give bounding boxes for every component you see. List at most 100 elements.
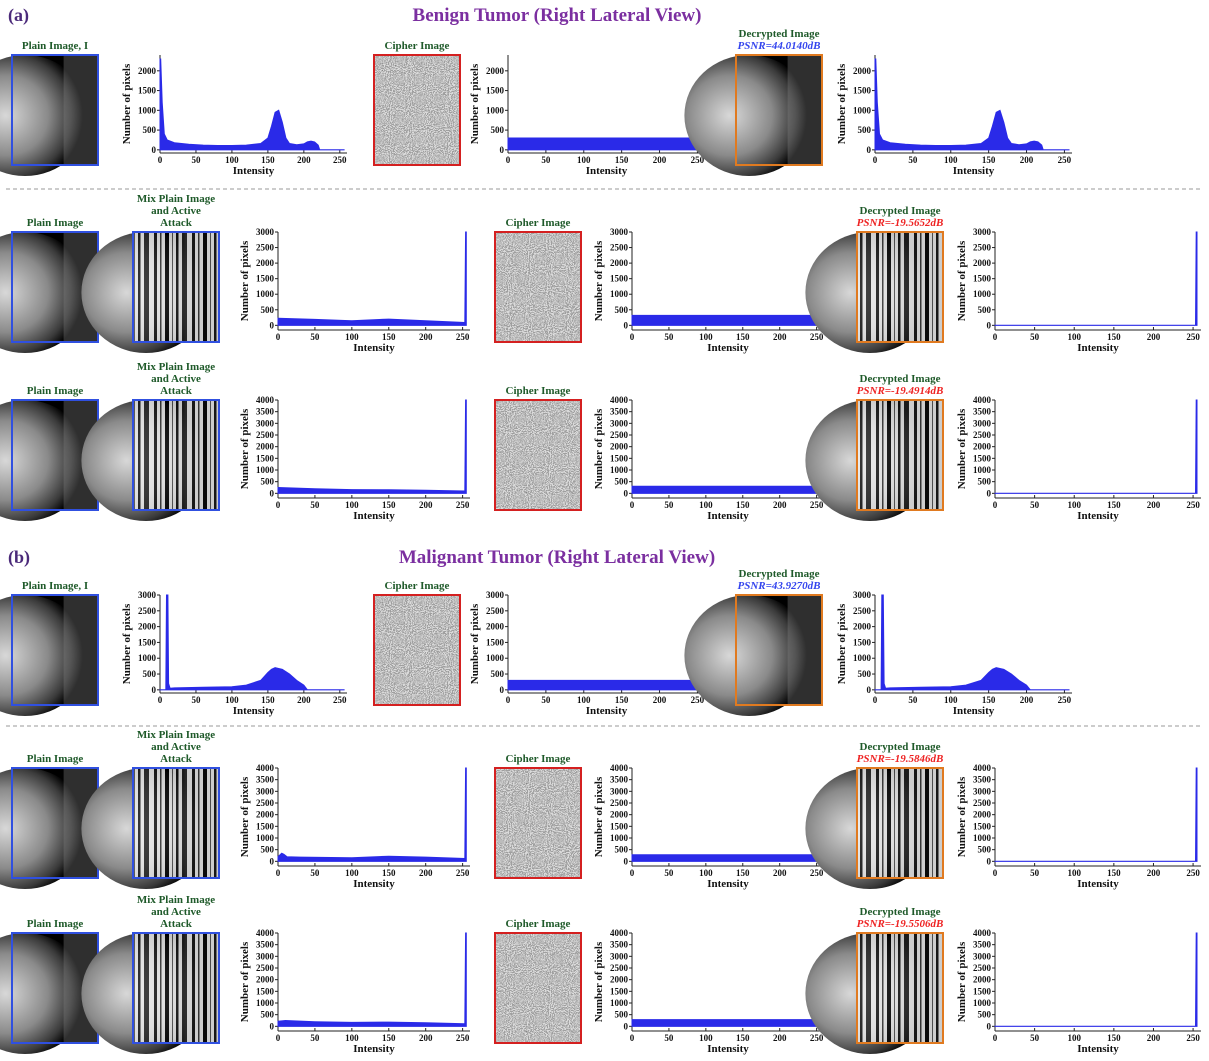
caption: Cipher Image [385,40,450,52]
y-tick-label: 1000 [973,833,992,843]
y-tick-label: 1000 [610,289,629,299]
y-tick-label: 1000 [138,105,157,115]
y-tick-label: 2500 [973,243,992,253]
image-border [494,231,582,343]
image-border [11,54,99,166]
x-tick-label: 250 [333,695,347,705]
y-tick-label: 500 [261,305,275,315]
x-tick-label: 200 [1147,1033,1161,1043]
y-axis-label: Number of pixels [836,603,848,684]
x-tick-label: 200 [773,500,787,510]
psnr: PSNR=-19.5846dB [857,753,944,765]
y-tick-label: 2000 [853,622,872,632]
image-border [856,231,944,343]
y-tick-label: 1000 [853,653,872,663]
y-tick-label: 1500 [256,821,275,831]
y-tick-label: 3000 [973,786,992,796]
y-tick-label: 3000 [256,786,275,796]
y-tick-label: 3000 [973,951,992,961]
y-tick-label: 500 [615,305,629,315]
x-tick-label: 100 [944,155,958,165]
image-border [132,231,220,343]
y-tick-label: 4000 [973,763,992,773]
y-tick-label: 1500 [853,86,872,96]
x-tick-label: 100 [345,500,359,510]
caption: Plain Image, I [22,40,88,52]
attack-stripes [857,232,943,342]
y-tick-label: 3500 [973,940,992,950]
image-border [494,767,582,879]
caption: Attack [160,753,193,765]
y-tick-label: 1500 [610,274,629,284]
caption: Mix Plain Image [137,361,215,373]
psnr: PSNR=43.9270dB [738,580,821,592]
x-tick-label: 150 [382,1033,396,1043]
x-tick-label: 50 [664,1033,674,1043]
y-tick-label: 0 [624,320,629,330]
y-tick-label: 2000 [853,66,872,76]
x-tick-label: 100 [1067,500,1081,510]
y-tick-label: 0 [152,145,157,155]
cipher-noise [495,933,581,1043]
x-tick-label: 0 [158,155,163,165]
y-tick-label: 2500 [610,798,629,808]
image-border [132,932,220,1044]
x-tick-label: 250 [810,1033,824,1043]
y-tick-label: 2500 [256,243,275,253]
x-tick-label: 0 [630,332,635,342]
y-tick-label: 4000 [610,395,629,405]
histogram-area [874,594,1070,691]
y-tick-label: 3000 [973,418,992,428]
caption: Decrypted Image [860,741,941,753]
y-axis-label: Number of pixels [469,603,481,684]
y-tick-label: 3000 [256,227,275,237]
x-tick-label: 100 [944,695,958,705]
y-axis-label: Number of pixels [239,408,251,489]
x-tick-label: 250 [456,1033,470,1043]
y-tick-label: 1000 [256,289,275,299]
x-axis-label: Intensity [586,705,628,717]
y-tick-label: 1000 [973,465,992,475]
x-tick-label: 100 [345,1033,359,1043]
x-tick-label: 0 [630,1033,635,1043]
caption: Mix Plain Image [137,894,215,906]
y-tick-label: 0 [624,1021,629,1031]
x-tick-label: 100 [699,868,713,878]
x-tick-label: 50 [310,868,320,878]
y-tick-label: 1500 [853,637,872,647]
x-tick-label: 250 [1186,500,1200,510]
x-tick-label: 200 [773,332,787,342]
tissue [0,933,90,1054]
caption: Plain Image [27,385,84,397]
y-axis-label: Number of pixels [593,408,605,489]
x-tick-label: 50 [664,332,674,342]
image-fade [63,55,98,165]
y-tick-label: 0 [867,145,872,155]
y-tick-label: 1000 [486,653,505,663]
x-tick-label: 200 [297,695,311,705]
y-tick-label: 3500 [256,940,275,950]
y-tick-label: 2000 [973,975,992,985]
caption: Cipher Image [385,580,450,592]
histogram-area [994,932,1198,1027]
cipher-noise [495,232,581,342]
y-tick-label: 3000 [973,227,992,237]
x-axis-label: Intensity [1077,1043,1119,1055]
y-axis-label: Number of pixels [836,63,848,144]
attack-stripes [133,232,219,342]
y-axis-label: Number of pixels [956,776,968,857]
y-tick-label: 3000 [138,590,157,600]
tissue [0,55,90,176]
tissue [684,595,814,716]
caption: Plain Image, I [22,580,88,592]
caption: Cipher Image [506,918,571,930]
y-tick-label: 3500 [256,407,275,417]
x-tick-label: 50 [908,695,918,705]
y-tick-label: 0 [500,145,505,155]
histogram-area [994,767,1198,862]
histogram-area [277,767,467,862]
y-axis-label: Number of pixels [956,408,968,489]
x-tick-label: 100 [699,332,713,342]
x-tick-label: 50 [1030,332,1040,342]
x-tick-label: 250 [810,868,824,878]
